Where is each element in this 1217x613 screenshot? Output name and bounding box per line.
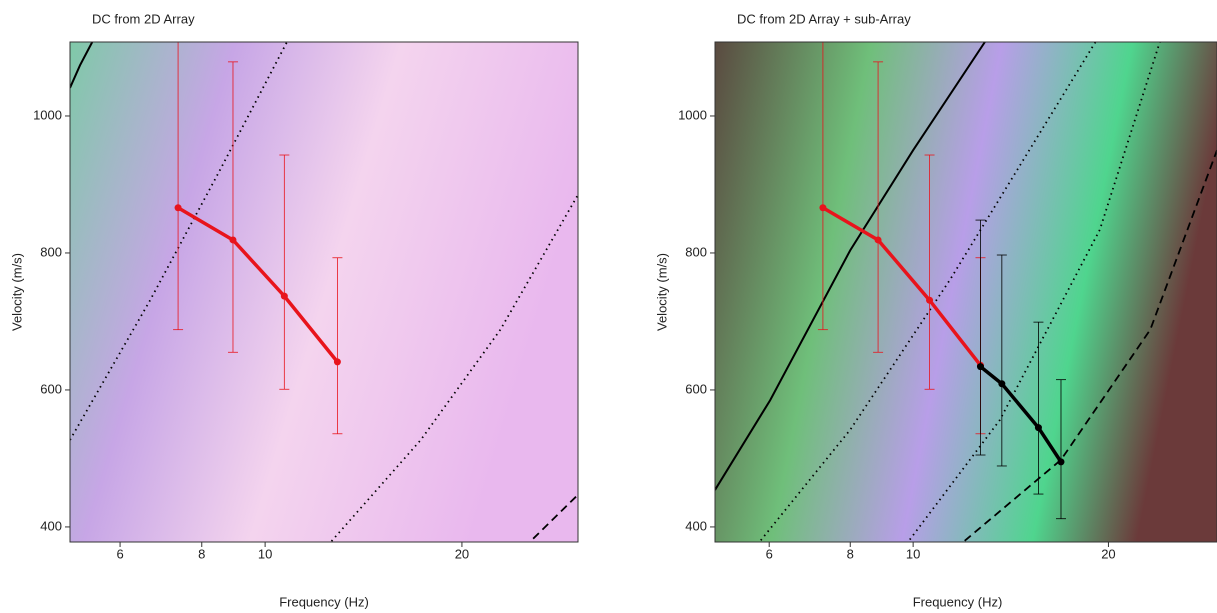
theory-curve xyxy=(758,42,1097,542)
chart-title: DC from 2D Array + sub-Array xyxy=(737,11,911,26)
dispersion-curve xyxy=(177,206,339,363)
dispersion-point xyxy=(874,236,882,244)
y-tick-label: 1000 xyxy=(33,107,62,122)
dispersion-point xyxy=(998,380,1006,388)
dispersion-point xyxy=(229,236,237,244)
dispersion-point xyxy=(1057,458,1065,466)
dispersion-point xyxy=(926,296,934,304)
plot-frame xyxy=(69,41,579,543)
theory-curve xyxy=(528,494,578,542)
plot-layer xyxy=(70,42,578,542)
dispersion-point xyxy=(333,358,341,366)
theory-curve xyxy=(715,42,986,491)
x-tick-label: 6 xyxy=(766,546,773,561)
theory-curve xyxy=(70,42,94,89)
x-tick-label: 20 xyxy=(455,546,469,561)
y-tick-label: 400 xyxy=(40,518,62,533)
spectrum-background xyxy=(715,42,1217,542)
y-axis-label: Velocity (m/s) xyxy=(9,253,24,331)
y-axis-label: Velocity (m/s) xyxy=(654,253,669,331)
x-tick-label: 10 xyxy=(258,546,272,561)
dispersion-point xyxy=(174,204,182,212)
x-tick-label: 8 xyxy=(847,546,854,561)
y-tick-label: 600 xyxy=(40,381,62,396)
dispersion-point xyxy=(976,363,984,371)
x-axis-label: Frequency (Hz) xyxy=(913,594,1003,609)
theory-curve xyxy=(329,194,578,542)
y-tick-label: 600 xyxy=(685,381,707,396)
theory-curve xyxy=(961,149,1217,542)
y-tick-label: 800 xyxy=(40,244,62,259)
dispersion-curve xyxy=(822,206,982,367)
plot-frame xyxy=(714,41,1217,543)
dispersion-curve xyxy=(979,365,1063,463)
y-tick-label: 1000 xyxy=(678,107,707,122)
x-tick-label: 20 xyxy=(1101,546,1115,561)
spectrum-background xyxy=(70,42,578,542)
chart-title: DC from 2D Array xyxy=(92,11,195,26)
x-axis-label: Frequency (Hz) xyxy=(279,594,369,609)
y-tick-label: 400 xyxy=(685,518,707,533)
x-tick-label: 10 xyxy=(906,546,920,561)
theory-curve xyxy=(906,42,1161,542)
y-tick-label: 800 xyxy=(685,244,707,259)
x-tick-label: 6 xyxy=(116,546,123,561)
dispersion-point xyxy=(280,292,288,300)
dispersion-point xyxy=(1034,424,1042,432)
dispersion-point xyxy=(819,204,827,212)
plot-layer xyxy=(715,42,1217,542)
x-tick-label: 8 xyxy=(198,546,205,561)
